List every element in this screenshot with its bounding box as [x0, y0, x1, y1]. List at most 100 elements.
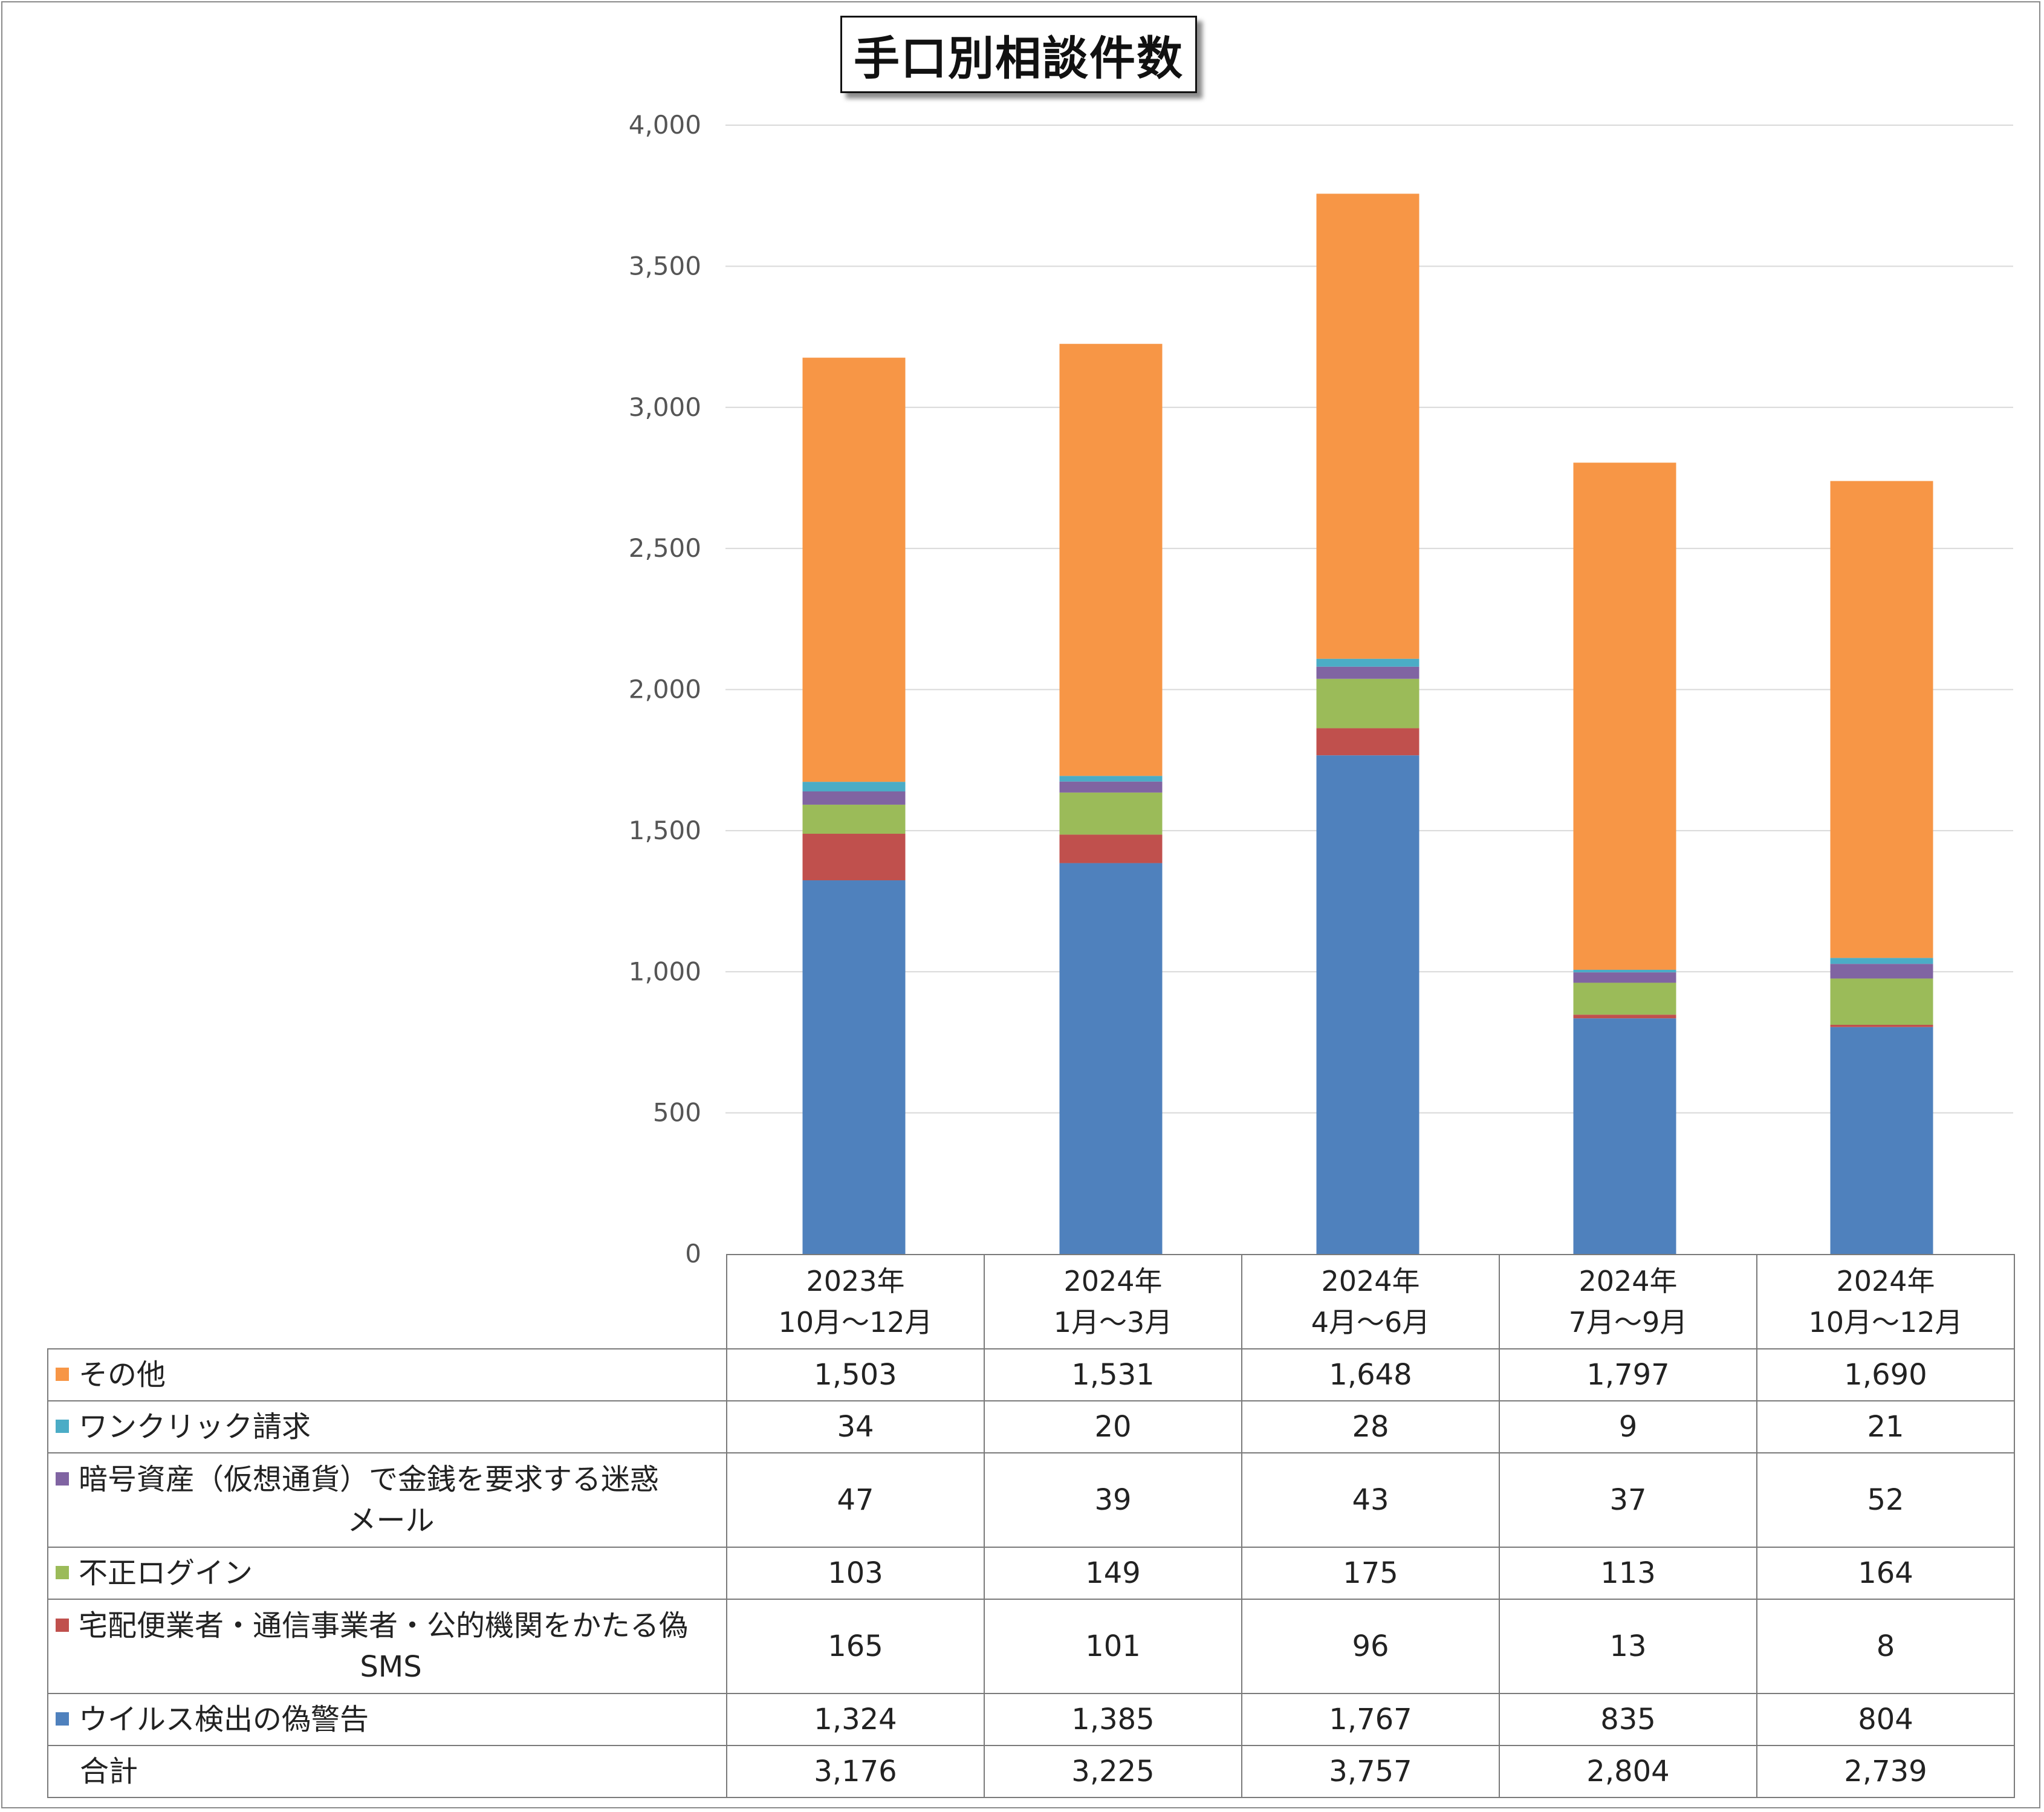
- y-tick-label: 3,000: [629, 392, 701, 422]
- table-cell-total: 3,757: [1241, 1745, 1500, 1798]
- bar-segment: [1830, 978, 1933, 1025]
- table-cell: 113: [1499, 1547, 1757, 1600]
- table-cell: 1,503: [726, 1348, 985, 1401]
- legend-swatch-one-click: [56, 1420, 69, 1433]
- table-cell: 1,648: [1241, 1348, 1500, 1401]
- category-header: 2024年 1月～3月: [984, 1254, 1242, 1349]
- legend-swatch-unauthorized-login: [56, 1566, 69, 1579]
- bar-segment: [1316, 193, 1419, 659]
- bar-segment: [802, 782, 906, 791]
- table-cell-total: 2,804: [1499, 1745, 1757, 1798]
- table-cell: 164: [1756, 1547, 2015, 1600]
- row-label-total: 合計: [47, 1745, 727, 1798]
- bar-segment: [1059, 776, 1163, 782]
- category-header: 2024年 4月～6月: [1241, 1254, 1500, 1349]
- table-cell: 28: [1241, 1400, 1500, 1453]
- bar-segment: [802, 880, 906, 1254]
- table-cell: 96: [1241, 1599, 1500, 1694]
- table-row-unauthorized-login: 不正ログイン 103 149 175 113 164: [47, 1547, 2015, 1600]
- table-cell: 43: [1241, 1452, 1500, 1548]
- table-cell: 34: [726, 1400, 985, 1453]
- bar-segment: [1830, 1027, 1933, 1254]
- bar-segment: [1316, 658, 1419, 667]
- table-cell: 1,385: [984, 1693, 1242, 1746]
- row-label: ワンクリック請求: [47, 1400, 727, 1453]
- category-header: 2023年 10月～12月: [726, 1254, 985, 1349]
- row-label: その他: [47, 1348, 727, 1401]
- row-label: 不正ログイン: [47, 1547, 727, 1600]
- data-table: 2023年 10月～12月 2024年 1月～3月 2024年 4月～6月 2024年…: [47, 1254, 2015, 1798]
- y-tick-label: 500: [653, 1098, 701, 1128]
- table-header-row: 2023年 10月～12月 2024年 1月～3月 2024年 4月～6月 2024年…: [48, 1254, 2015, 1349]
- legend-swatch-fake-virus-warning: [56, 1712, 69, 1726]
- chart-title: 手口別相談件数: [840, 16, 1197, 93]
- table-row-sonota: その他 1,503 1,531 1,648 1,797 1,690: [47, 1348, 2015, 1401]
- table-row-total: 合計 3,176 3,225 3,757 2,804 2,739: [47, 1745, 2015, 1798]
- bar-segment: [1059, 792, 1163, 835]
- bar-segment: [802, 791, 906, 805]
- legend-swatch-crypto-mail: [56, 1472, 69, 1486]
- table-cell: 1,797: [1499, 1348, 1757, 1401]
- table-cell: 103: [726, 1547, 985, 1600]
- table-cell-total: 2,739: [1756, 1745, 2015, 1798]
- table-row-fake-sms: 宅配便業者・通信事業者・公的機関をかたる偽 SMS 165 101 96 13 8: [47, 1599, 2015, 1694]
- y-tick-label: 2,000: [629, 675, 701, 704]
- y-tick-label: 4,000: [629, 110, 701, 140]
- y-tick-label: 3,500: [629, 251, 701, 281]
- table-cell: 175: [1241, 1547, 1500, 1600]
- table-cell-total: 3,225: [984, 1745, 1242, 1798]
- bar-segment: [1573, 972, 1676, 983]
- bar-segment: [1830, 964, 1933, 979]
- row-label: 暗号資産（仮想通貨）で金銭を要求する迷惑 メール: [47, 1452, 727, 1548]
- bar-segment: [1316, 755, 1419, 1254]
- bar-segment: [802, 834, 906, 881]
- bar-segment: [1573, 969, 1676, 973]
- table-cell: 9: [1499, 1400, 1757, 1453]
- bar-segment: [1059, 781, 1163, 793]
- bar-segment: [1316, 678, 1419, 729]
- bar-segment: [802, 357, 906, 782]
- bar-segment: [802, 804, 906, 834]
- bar-segment: [1830, 958, 1933, 964]
- legend-swatch-sonota: [56, 1368, 69, 1381]
- bar-segment: [1830, 1024, 1933, 1027]
- table-cell: 20: [984, 1400, 1242, 1453]
- table-cell: 13: [1499, 1599, 1757, 1694]
- table-cell: 39: [984, 1452, 1242, 1548]
- bar-segment: [1573, 1015, 1676, 1019]
- table-cell: 1,690: [1756, 1348, 2015, 1401]
- bar-segment: [1573, 982, 1676, 1015]
- table-cell: 1,324: [726, 1693, 985, 1746]
- table-cell: 101: [984, 1599, 1242, 1694]
- bar-segment: [1059, 834, 1163, 863]
- table-cell: 149: [984, 1547, 1242, 1600]
- y-tick-label: 1,000: [629, 956, 701, 986]
- y-tick-label: 1,500: [629, 816, 701, 845]
- table-cell-total: 3,176: [726, 1745, 985, 1798]
- category-header: 2024年 7月～9月: [1499, 1254, 1757, 1349]
- bar-segment: [1316, 728, 1419, 756]
- bar-segment: [1059, 343, 1163, 776]
- row-label: ウイルス検出の偽警告: [47, 1693, 727, 1746]
- table-cell: 1,531: [984, 1348, 1242, 1401]
- bar-segment: [1059, 863, 1163, 1254]
- table-cell: 1,767: [1241, 1693, 1500, 1746]
- bar-segment: [1316, 666, 1419, 679]
- table-cell: 47: [726, 1452, 985, 1548]
- table-cell: 21: [1756, 1400, 2015, 1453]
- table-row-fake-virus-warning: ウイルス検出の偽警告 1,324 1,385 1,767 835 804: [47, 1693, 2015, 1746]
- table-cell: 165: [726, 1599, 985, 1694]
- table-row-one-click: ワンクリック請求 34 20 28 9 21: [47, 1400, 2015, 1453]
- table-cell: 8: [1756, 1599, 2015, 1694]
- legend-swatch-fake-sms: [56, 1619, 69, 1632]
- table-corner: [48, 1255, 727, 1349]
- table-row-crypto-mail: 暗号資産（仮想通貨）で金銭を要求する迷惑 メール 47 39 43 37 52: [47, 1452, 2015, 1548]
- table-cell: 52: [1756, 1452, 2015, 1548]
- table-cell: 37: [1499, 1452, 1757, 1548]
- bar-segment: [1830, 481, 1933, 958]
- bar-segment: [1573, 1018, 1676, 1254]
- bar-segment: [1573, 463, 1676, 970]
- category-header: 2024年 10月～12月: [1756, 1254, 2015, 1349]
- y-tick-label: 2,500: [629, 533, 701, 563]
